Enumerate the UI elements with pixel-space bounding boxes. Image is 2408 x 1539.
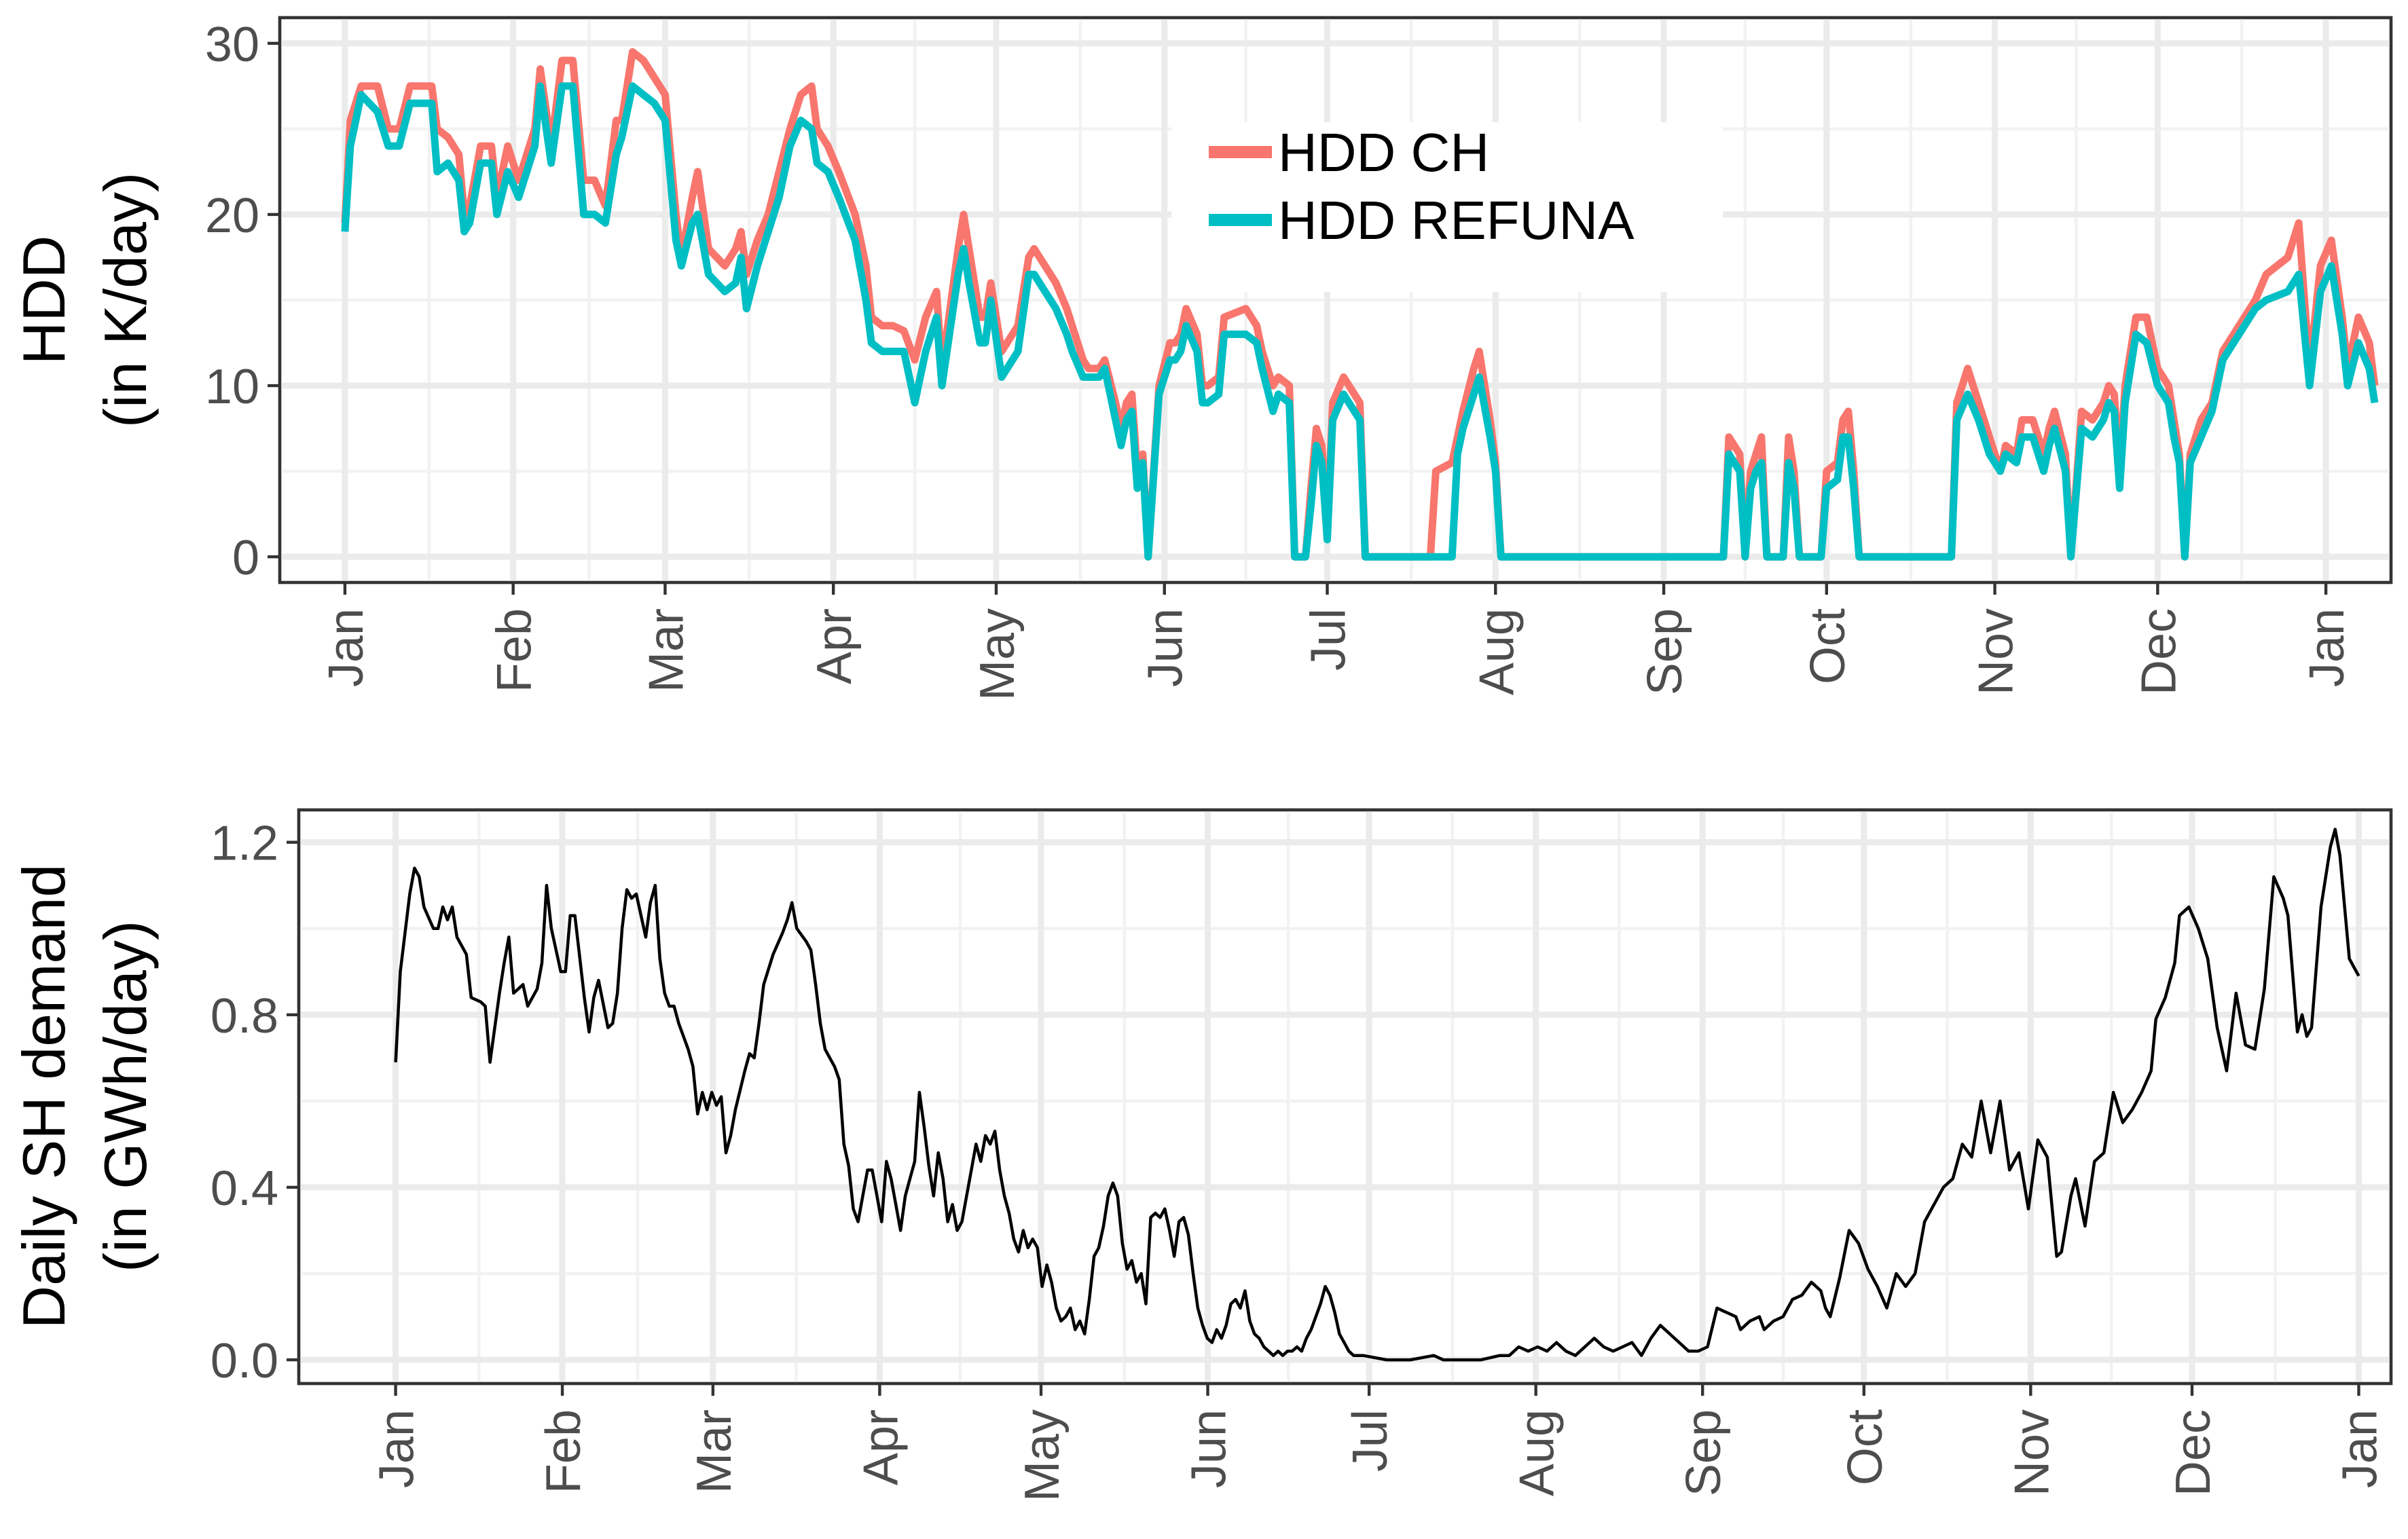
hdd-x-tick-label: Feb: [488, 608, 542, 692]
demand-x-tick-label: Jan: [2333, 1409, 2387, 1488]
hdd-y-axis-title: HDD (in K/day): [10, 172, 159, 428]
hdd-panel-border: [278, 16, 2393, 585]
hdd-x-tick-label: Jul: [1302, 608, 1356, 671]
hdd-x-tick-label: Oct: [1801, 608, 1855, 684]
demand-y-tick-label: 0.0: [211, 1334, 278, 1388]
hdd-x-tick-label: Dec: [2132, 608, 2186, 695]
demand-y-axis-title: Daily SH demand (in GWh/day): [10, 864, 159, 1329]
hdd-x-tick-label: Jan: [319, 608, 373, 687]
demand-y-axis-title-line1: Daily SH demand: [10, 864, 77, 1329]
demand-y-tick-label: 1.2: [211, 817, 278, 871]
hdd-panel: 0 10 20 30 Jan Feb Mar Apr May Jun Jul Aug Sep Oct No…: [10, 16, 2393, 701]
demand-x-tick-label: Nov: [2005, 1409, 2059, 1496]
demand-x-tick-label: Jan: [370, 1409, 424, 1488]
hdd-y-tick-label: 0: [232, 531, 259, 585]
hdd-x-axis: Jan Feb Mar Apr May Jun Jul Aug Sep Oct Nov Dec Jan: [319, 582, 2354, 701]
demand-panel-background: [297, 808, 2393, 1386]
demand-panel-border: [297, 808, 2393, 1386]
demand-x-axis: Jan Feb Mar Apr May Jun Jul Aug Sep Oct Nov Dec Jan: [370, 1384, 2387, 1502]
hdd-y-axis-title-line2: (in K/day): [92, 172, 159, 428]
demand-y-axis: 0.0 0.4 0.8 1.2: [211, 817, 299, 1388]
legend-label-hdd-ch: HDD CH: [1278, 122, 1489, 183]
demand-grid: [299, 810, 2391, 1384]
demand-y-axis-title-line2: (in GWh/day): [92, 921, 159, 1272]
hdd-series-lines: [341, 48, 2379, 561]
demand-x-tick-label: Mar: [687, 1409, 742, 1494]
demand-x-tick-label: May: [1015, 1409, 1070, 1502]
hdd-x-tick-label: Jun: [1139, 608, 1193, 687]
demand-x-tick-label: Apr: [854, 1409, 908, 1485]
demand-panel: 0.0 0.4 0.8 1.2 Jan Feb Mar Apr May Jun Jul Aug Sep…: [10, 808, 2393, 1502]
hdd-y-tick-label: 20: [205, 189, 259, 243]
demand-y-tick-label: 0.8: [211, 989, 278, 1043]
hdd-x-tick-label: Sep: [1638, 608, 1692, 695]
hdd-y-tick-label: 30: [205, 18, 259, 72]
hdd-x-tick-label: Jan: [2300, 608, 2354, 687]
legend-label-hdd-refuna: HDD REFUNA: [1278, 190, 1635, 251]
demand-y-tick-label: 0.4: [211, 1162, 278, 1216]
hdd-x-tick-label: Aug: [1470, 608, 1524, 695]
legend: HDD CH HDD REFUNA: [1171, 122, 1723, 292]
demand-x-tick-label: Aug: [1510, 1409, 1565, 1496]
hdd-series-line-1: [341, 82, 2379, 561]
demand-x-tick-label: Oct: [1838, 1409, 1893, 1485]
demand-x-tick-label: Feb: [536, 1409, 591, 1494]
hdd-x-tick-label: Mar: [639, 608, 693, 692]
hdd-y-axis-title-line1: HDD: [10, 236, 77, 365]
hdd-y-axis: 0 10 20 30: [205, 18, 280, 585]
hdd-y-tick-label: 10: [205, 360, 259, 414]
demand-x-tick-label: Jul: [1343, 1409, 1398, 1472]
demand-x-tick-label: Jun: [1182, 1409, 1237, 1488]
hdd-x-tick-label: Apr: [807, 608, 862, 684]
demand-x-tick-label: Dec: [2166, 1409, 2221, 1496]
hdd-x-tick-label: May: [970, 608, 1025, 701]
demand-series-lines: [394, 828, 2360, 1362]
demand-series-line-0: [394, 828, 2360, 1362]
demand-x-tick-label: Sep: [1677, 1409, 1731, 1496]
hdd-x-tick-label: Nov: [1969, 608, 2024, 695]
